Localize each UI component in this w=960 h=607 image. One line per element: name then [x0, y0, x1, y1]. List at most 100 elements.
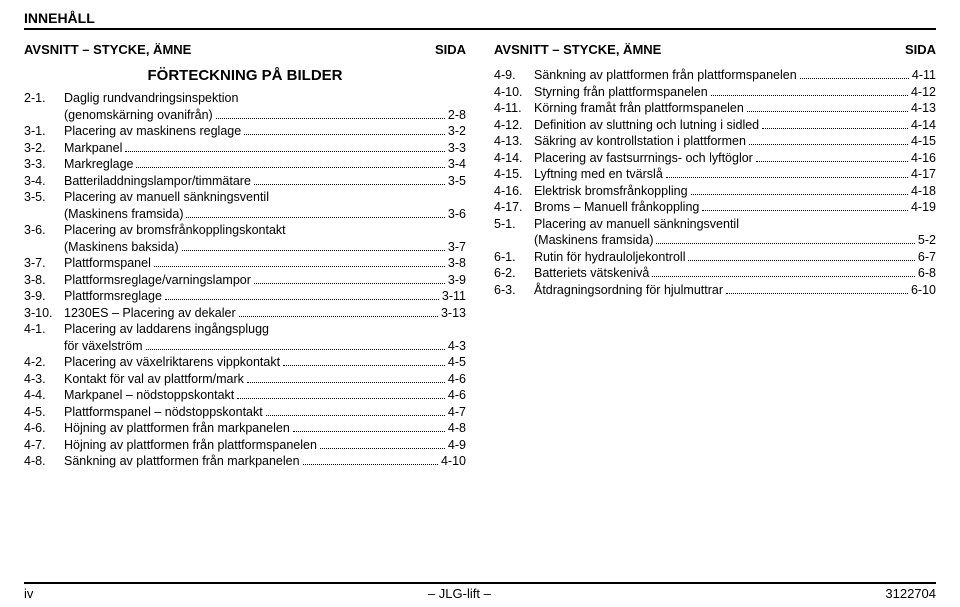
toc-entry: 6-3.Åtdragningsordning för hjulmuttrar6-…: [494, 282, 936, 299]
entry-text: (Maskinens framsida): [534, 232, 653, 249]
entry-body: Definition av sluttning och lutning i si…: [534, 117, 936, 134]
toc-entry: 3-1.Placering av maskinens reglage3-2: [24, 123, 466, 140]
toc-entry: 4-6.Höjning av plattformen från markpane…: [24, 420, 466, 437]
entry-page: 4-17: [911, 166, 936, 183]
entry-body: Batteriladdningslampor/timmätare3-5: [64, 173, 466, 190]
entry-page: 2-8: [448, 107, 466, 124]
toc-entry: 4-11.Körning framåt från plattformspanel…: [494, 100, 936, 117]
entry-page: 4-13: [911, 100, 936, 117]
entry-page: 5-2: [918, 232, 936, 249]
entry-body: 1230ES – Placering av dekaler3-13: [64, 305, 466, 322]
col-header-right: SIDA: [905, 42, 936, 57]
entry-text: Höjning av plattformen från plattformspa…: [64, 437, 317, 454]
dot-leader: [702, 200, 908, 211]
entry-body: Elektrisk bromsfrånkoppling4-18: [534, 183, 936, 200]
toc-entry: 4-12.Definition av sluttning och lutning…: [494, 117, 936, 134]
entry-number: 4-10.: [494, 84, 534, 101]
entry-page: 6-7: [918, 249, 936, 266]
entry-page: 4-18: [911, 183, 936, 200]
entry-body: Rutin för hydrauloljekontroll6-7: [534, 249, 936, 266]
entry-page: 4-15: [911, 133, 936, 150]
dot-leader: [186, 206, 444, 217]
entry-text: Säkring av kontrollstation i plattformen: [534, 133, 746, 150]
entry-number: 4-13.: [494, 133, 534, 150]
entry-page: 4-7: [448, 404, 466, 421]
toc-entry: 3-5.Placering av manuell sänkningsventil: [24, 189, 466, 206]
entry-page: 4-9: [448, 437, 466, 454]
entry-body: Styrning från plattformspanelen4-12: [534, 84, 936, 101]
entry-body: Placering av laddarens ingångsplugg: [64, 321, 466, 338]
dot-leader: [254, 272, 445, 283]
entry-number: 4-5.: [24, 404, 64, 421]
dot-leader: [320, 437, 445, 448]
toc-entry: 4-17.Broms – Manuell frånkoppling4-19: [494, 199, 936, 216]
entry-body: Placering av manuell sänkningsventil: [534, 216, 936, 233]
entry-text: Kontakt för val av plattform/mark: [64, 371, 244, 388]
entry-number: 4-1.: [24, 321, 64, 338]
top-rule: [24, 28, 936, 30]
entry-number: 3-7.: [24, 255, 64, 272]
entry-number: 4-4.: [24, 387, 64, 404]
left-column-header: AVSNITT – STYCKE, ÄMNE SIDA: [24, 42, 466, 57]
dot-leader: [266, 404, 445, 415]
entry-body: Placering av växelriktarens vippkontakt4…: [64, 354, 466, 371]
dot-leader: [666, 167, 908, 178]
entry-page: 4-11: [912, 67, 936, 84]
entry-body: (Maskinens framsida) 5-2: [534, 232, 936, 249]
toc-entry: 2-1.(genomskärning ovanifrån)2-8: [24, 107, 466, 124]
toc-entry: 4-8.Sänkning av plattformen från markpan…: [24, 453, 466, 470]
entry-number: 3-10.: [24, 305, 64, 322]
entry-number: 3-1.: [24, 123, 64, 140]
entry-text: Lyftning med en tvärslå: [534, 166, 663, 183]
entry-number: 4-7.: [24, 437, 64, 454]
entry-text: Körning framåt från plattformspanelen: [534, 100, 744, 117]
toc-entry: 3-3.Markreglage3-4: [24, 156, 466, 173]
entry-text: Sänkning av plattformen från markpanelen: [64, 453, 300, 470]
entry-number: 3-3.: [24, 156, 64, 173]
toc-entry: 4-9.Sänkning av plattformen från plattfo…: [494, 67, 936, 84]
dot-leader: [652, 266, 915, 277]
toc-entry: 4-1.för växelström4-3: [24, 338, 466, 355]
entry-text: (Maskinens framsida): [64, 206, 183, 223]
dot-leader: [239, 305, 438, 316]
dot-leader: [254, 173, 445, 184]
entry-page: 3-8: [448, 255, 466, 272]
entry-text: för växelström: [64, 338, 143, 355]
dot-leader: [244, 124, 445, 135]
toc-entry: 4-15.Lyftning med en tvärslå 4-17: [494, 166, 936, 183]
entry-number: 4-14.: [494, 150, 534, 167]
footer-center: – JLG-lift –: [428, 586, 491, 601]
entry-text: Styrning från plattformspanelen: [534, 84, 708, 101]
entry-text: Markpanel – nödstoppskontakt: [64, 387, 234, 404]
col-header-left: AVSNITT – STYCKE, ÄMNE: [494, 42, 661, 57]
entry-number: 4-6.: [24, 420, 64, 437]
entry-page: 3-3: [448, 140, 466, 157]
dot-leader: [216, 107, 445, 118]
dot-leader: [656, 233, 914, 244]
toc-entry: 3-8.Plattformsreglage/varningslampor3-9: [24, 272, 466, 289]
left-entries: 2-1.Daglig rundvandringsinspektion2-1.(g…: [24, 90, 466, 470]
dot-leader: [182, 239, 445, 250]
entry-page: 4-16: [911, 150, 936, 167]
entry-body: (Maskinens framsida)3-6: [64, 206, 466, 223]
toc-entry: 3-4.Batteriladdningslampor/timmätare3-5: [24, 173, 466, 190]
dot-leader: [136, 157, 444, 168]
entry-text: Plattformspanel – nödstoppskontakt: [64, 404, 263, 421]
entry-page: 4-6: [448, 387, 466, 404]
entry-text: Placering av växelriktarens vippkontakt: [64, 354, 280, 371]
dot-leader: [747, 101, 908, 112]
entry-number: 3-9.: [24, 288, 64, 305]
entry-number: 4-16.: [494, 183, 534, 200]
entry-number: 4-12.: [494, 117, 534, 134]
entry-body: Broms – Manuell frånkoppling4-19: [534, 199, 936, 216]
toc-entry: 2-1.Daglig rundvandringsinspektion: [24, 90, 466, 107]
entry-body: Lyftning med en tvärslå 4-17: [534, 166, 936, 183]
entry-number: 4-15.: [494, 166, 534, 183]
entry-number: 4-9.: [494, 67, 534, 84]
toc-entry: 4-10.Styrning från plattformspanelen4-12: [494, 84, 936, 101]
right-column: AVSNITT – STYCKE, ÄMNE SIDA 4-9.Sänkning…: [494, 42, 936, 470]
toc-entry: 3-5.(Maskinens framsida)3-6: [24, 206, 466, 223]
entry-page: 4-8: [448, 420, 466, 437]
col-header-left: AVSNITT – STYCKE, ÄMNE: [24, 42, 191, 57]
entry-body: Daglig rundvandringsinspektion: [64, 90, 466, 107]
